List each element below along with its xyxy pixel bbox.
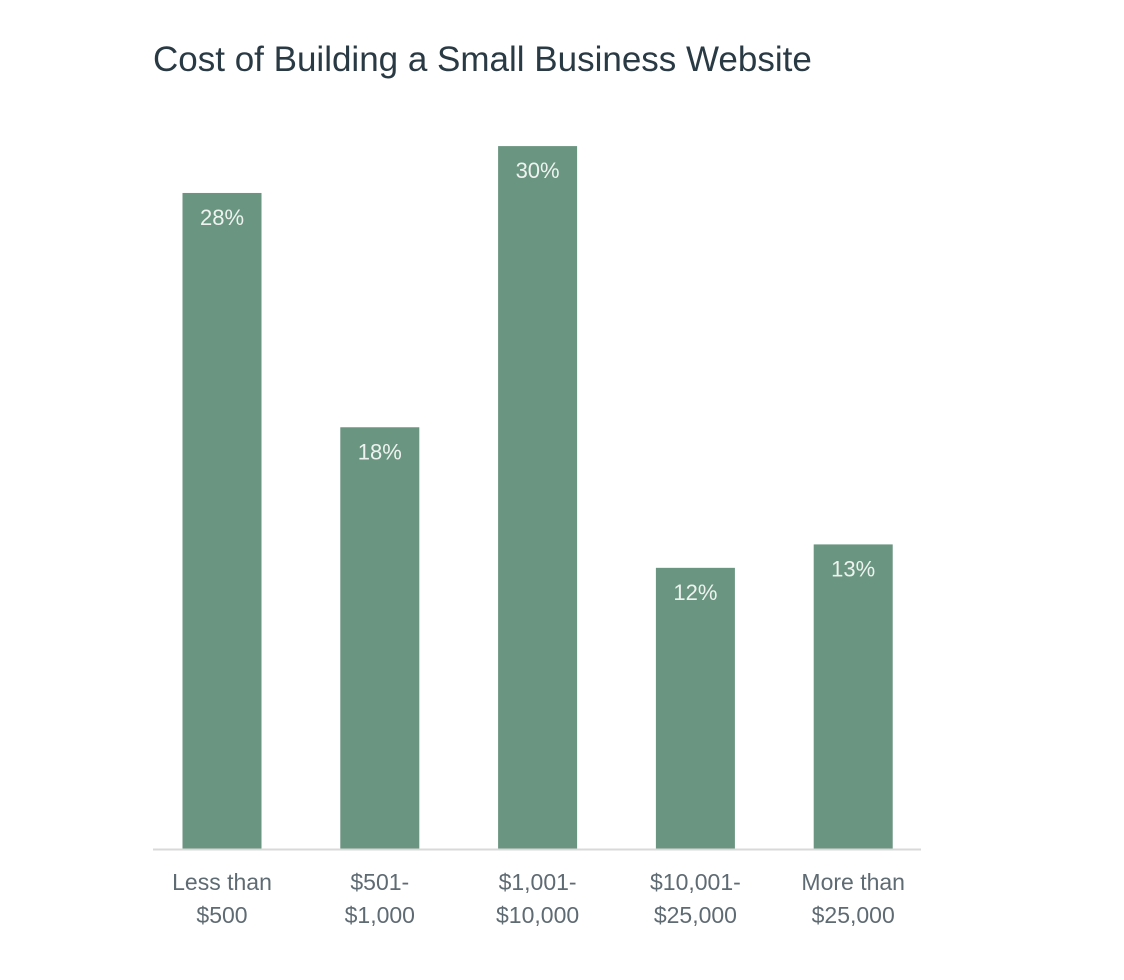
bar-value-label-4: 13% [831,556,875,581]
bar-value-label-3: 12% [673,580,717,605]
x-tick-label-4-line-1: $25,000 [812,902,895,928]
x-tick-label-4-line-0: More than [801,869,905,895]
x-tick-label-2-line-1: $10,000 [496,902,579,928]
x-tick-label-2-line-0: $1,001- [499,869,577,895]
x-axis-tick-labels: Less than $500 $501- $1,000 $1,001- $10,000 $1… [172,869,905,928]
chart-title: Cost of Building a Small Business Websit… [153,40,812,79]
bar-value-label-1: 18% [358,439,402,464]
x-tick-label-0-line-0: Less than [172,869,272,895]
x-tick-label-3-line-0: $10,001- [650,869,741,895]
x-tick-label-3-line-1: $25,000 [654,902,737,928]
value-labels-layer: 28% 18% 30% 12% 13% [200,158,875,605]
x-tick-label-1-line-0: $501- [350,869,409,895]
bar-0 [182,192,262,849]
bar-3 [655,567,735,849]
bar-value-label-2: 30% [516,158,560,183]
bar-2 [498,146,578,850]
bars-layer [182,146,893,850]
bar-1 [340,427,420,849]
x-tick-label-0-line-1: $500 [196,902,247,928]
x-tick-label-1-line-1: $1,000 [345,902,415,928]
bar-value-label-0: 28% [200,205,244,230]
bar-4 [813,544,893,849]
